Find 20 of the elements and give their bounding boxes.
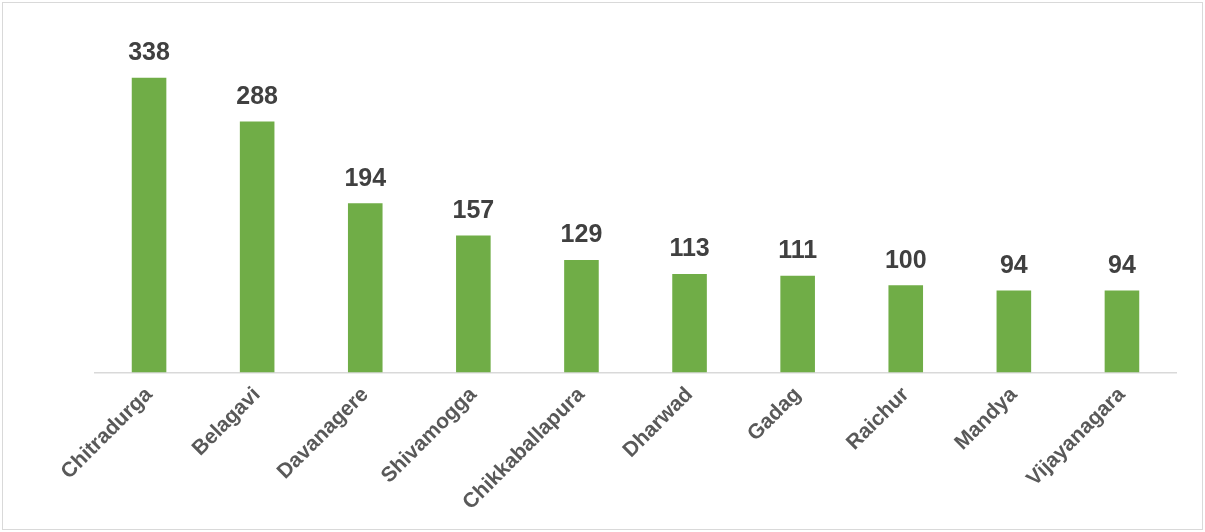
bar — [888, 285, 924, 373]
bar — [780, 275, 815, 373]
bar — [239, 121, 275, 373]
bar — [131, 77, 167, 373]
bar — [456, 235, 491, 373]
bar — [564, 260, 599, 373]
bar — [996, 290, 1032, 373]
data-label: 194 — [344, 162, 387, 191]
data-label: 157 — [452, 195, 495, 223]
data-label: 111 — [778, 235, 818, 264]
data-label: 113 — [669, 233, 710, 262]
data-label: 94 — [999, 249, 1028, 278]
data-label: 94 — [1108, 249, 1136, 278]
bar — [1104, 290, 1140, 373]
data-label: 338 — [128, 37, 170, 66]
data-label: 100 — [884, 244, 927, 273]
data-label: 288 — [236, 80, 279, 109]
bar — [672, 273, 707, 373]
bar — [347, 203, 383, 373]
data-label: 129 — [560, 219, 603, 248]
